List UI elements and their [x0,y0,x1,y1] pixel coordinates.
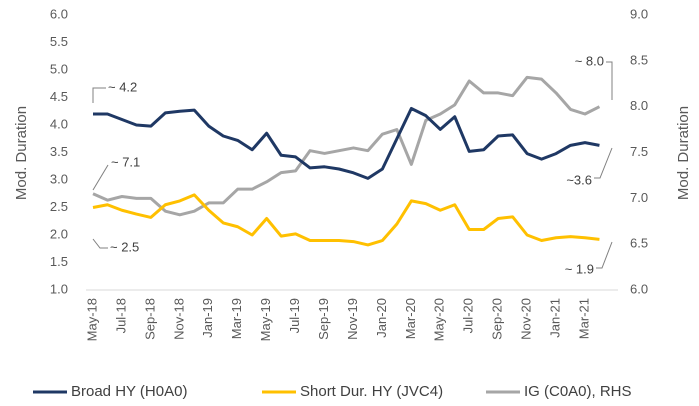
y2-tick-label: 6.0 [630,281,648,296]
y-tick-label: 1.0 [50,281,68,296]
x-tick-label: Jul-18 [113,298,128,333]
y2-tick-label: 9.0 [630,6,648,21]
legend-label: Broad HY (H0A0) [71,383,187,400]
y-tick-label: 2.5 [50,199,68,214]
x-tick-label: Jul-20 [461,298,476,333]
annotation: ~ 8.0 [575,53,604,68]
x-tick-label: Nov-19 [345,298,360,340]
x-tick-label: Sep-20 [490,298,505,340]
annotation-leaders [92,61,613,269]
leader-line [594,147,613,179]
y-tick-label: 1.5 [50,254,68,269]
y-tick-label: 6.0 [50,6,68,21]
y2-tick-label: 6.5 [630,236,648,251]
x-tick-label: Mar-19 [229,298,244,339]
leader-line [92,164,109,191]
y2-axis-label: Mod. Duration [675,106,692,200]
y2-tick-label: 7.5 [630,144,648,159]
x-tick-label: Nov-18 [171,298,186,340]
x-tick-label: Nov-20 [519,298,534,340]
x-tick-label: Jul-19 [287,298,302,333]
series-line [92,75,601,217]
legend-label: Short Dur. HY (JVC4) [300,383,443,400]
leader-line [596,241,613,269]
annotation: ~ 7.1 [111,154,140,169]
y2-tick-label: 8.0 [630,98,648,113]
annotation: ~3.6 [566,172,592,187]
y-tick-label: 3.0 [50,171,68,186]
x-tick-label: May-20 [432,298,447,341]
x-tick-label: Sep-19 [316,298,331,340]
x-tick-label: Jan-21 [547,298,562,338]
y2-tick-label: 8.5 [630,52,648,67]
x-tick-label: Jan-19 [200,298,215,338]
y-tick-label: 5.5 [50,34,68,49]
series-line [92,193,600,247]
x-tick-label: May-19 [258,298,273,341]
annotation: ~ 4.2 [108,79,137,94]
y-axis-label: Mod. Duration [13,106,30,200]
y-tick-label: 5.0 [50,61,68,76]
annotation: ~ 1.9 [565,261,594,276]
leader-line [92,238,108,249]
series-line [93,107,600,180]
x-tick-label: Sep-18 [142,298,157,340]
x-tick-label: Mar-21 [576,298,591,339]
y2-tick-label: 7.0 [630,190,648,205]
x-tick-label: Jan-20 [374,298,389,338]
annotation: ~ 2.5 [110,239,139,254]
legend-label: IG (C0A0), RHS [524,383,632,400]
x-tick-label: Mar-20 [403,298,418,339]
y-tick-label: 4.5 [50,89,68,104]
y-tick-label: 2.0 [50,226,68,241]
x-tick-label: May-18 [84,298,99,341]
leader-line [92,87,106,103]
leader-line [606,61,613,100]
y-tick-label: 4.0 [50,116,68,131]
y-tick-label: 3.5 [50,144,68,159]
